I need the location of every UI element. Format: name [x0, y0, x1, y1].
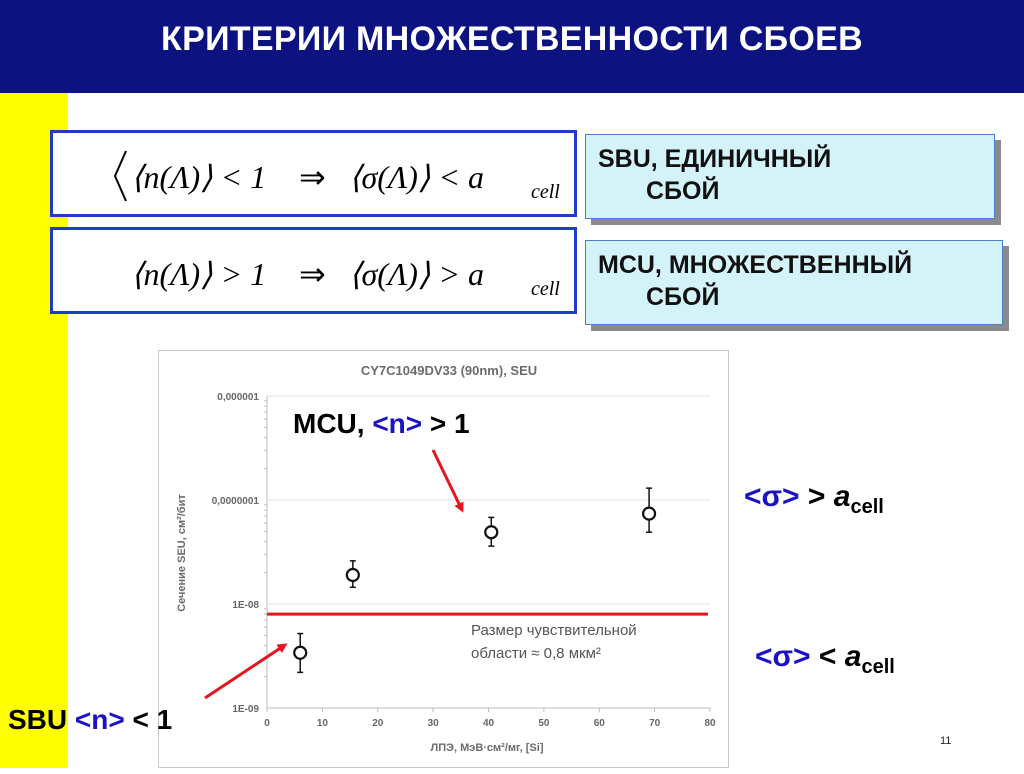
y-tick-label: 0,0000001 [212, 496, 260, 507]
criterion-label: СБОЙ [646, 177, 720, 205]
axes-group: 1E-09 1E-08 0,0000001 0,000001 0 10 20 30 40 50 60… [212, 392, 716, 729]
eq-text: ⟨σ(Λ)⟩ < a [349, 159, 484, 195]
point-marker [641, 506, 657, 521]
y-axis-label: Сечение SEU, см²/бит [176, 494, 188, 612]
annotation-subscript: cell [861, 656, 895, 678]
y-tick-label: 1E-09 [232, 704, 259, 715]
equation-svg-mcu: ⟨n(Λ)⟩ > 1 ⇒ ⟨σ(Λ)⟩ > a cell [131, 256, 560, 300]
threshold-label: области ≈ 0,8 мкм² [471, 645, 601, 662]
annotation-sigma: <σ> [755, 640, 811, 673]
sigma-gt-annotation: <σ> > acell [744, 480, 884, 519]
sbu-annotation: SBU <n> < 1 [8, 704, 172, 736]
x-tick-label: 60 [594, 718, 606, 729]
eq-text: ⟨n(Λ)⟩ < 1 [131, 159, 266, 195]
annotation-subscript: cell [850, 496, 884, 518]
equation-box-mcu: ⟨n(Λ)⟩ > 1 ⇒ ⟨σ(Λ)⟩ > a cell [50, 227, 577, 314]
y-tick-label: 1E-08 [232, 600, 259, 611]
data-point [484, 516, 499, 547]
annotation-sigma: <σ> [744, 480, 800, 513]
eq-implies: ⇒ [299, 159, 326, 195]
criterion-box-sbu: SBU, ЕДИНИЧНЫЙ СБОЙ [585, 134, 995, 219]
annotation-a: a [844, 640, 862, 673]
page-number: 11 [940, 735, 952, 747]
y-tick-label: 0,000001 [217, 392, 259, 403]
slide-title: КРИТЕРИИ МНОЖЕСТВЕННОСТИ СБОЕВ [161, 20, 863, 58]
threshold-label: Размер чувствительной [471, 622, 637, 639]
sigma-lt-annotation: <σ> < acell [755, 640, 895, 679]
title-bar [0, 0, 1024, 93]
mcu-annotation: MCU, <n> > 1 [293, 408, 470, 440]
angle-open-1 [113, 150, 127, 202]
annotation-n: <n> [74, 704, 125, 735]
annotation-prefix: SBU [8, 704, 75, 735]
equation-svg-sbu: ⟨n(Λ)⟩ < 1 ⇒ ⟨σ(Λ)⟩ < a cell [113, 150, 560, 203]
annotation-suffix: > 1 [422, 408, 470, 439]
annotation-suffix: < 1 [124, 704, 173, 735]
eq-subscript: cell [531, 278, 560, 300]
x-tick-label: 50 [538, 718, 550, 729]
point-marker [345, 567, 360, 583]
annotation-n: <n> [372, 408, 423, 439]
annotation-prefix: MCU, [293, 408, 373, 439]
eq-subscript: cell [531, 181, 560, 203]
criterion-label: SBU, ЕДИНИЧНЫЙ [598, 145, 832, 173]
eq-text: ⟨σ(Λ)⟩ > a [349, 256, 484, 292]
data-point [345, 560, 360, 588]
data-point [641, 487, 657, 533]
annotation-relation: > [799, 480, 834, 513]
criterion-label: MCU, МНОЖЕСТВЕННЫЙ [598, 251, 913, 279]
x-tick-label: 40 [483, 718, 495, 729]
criterion-label: СБОЙ [646, 283, 720, 311]
x-tick-label: 10 [317, 718, 329, 729]
eq-text: ⟨n(Λ)⟩ > 1 [131, 256, 266, 292]
x-tick-label: 30 [428, 718, 440, 729]
annotation-a: a [833, 480, 851, 513]
equation-box-sbu: ⟨n(Λ)⟩ < 1 ⇒ ⟨σ(Λ)⟩ < a cell [50, 130, 577, 217]
data-point [293, 632, 308, 674]
x-tick-label: 20 [372, 718, 384, 729]
criterion-box-mcu: MCU, МНОЖЕСТВЕННЫЙ СБОЙ [585, 240, 1003, 325]
point-marker [484, 525, 499, 540]
point-marker [293, 645, 308, 660]
x-tick-label: 0 [264, 718, 270, 729]
chart-title: CY7C1049DV33 (90nm), SEU [361, 363, 537, 378]
x-tick-label: 80 [704, 718, 716, 729]
x-axis-label: ЛПЭ, МэВ·см²/мг, [Si] [431, 742, 544, 754]
x-tick-label: 70 [649, 718, 661, 729]
eq-implies: ⇒ [299, 256, 326, 292]
annotation-relation: < [810, 640, 845, 673]
